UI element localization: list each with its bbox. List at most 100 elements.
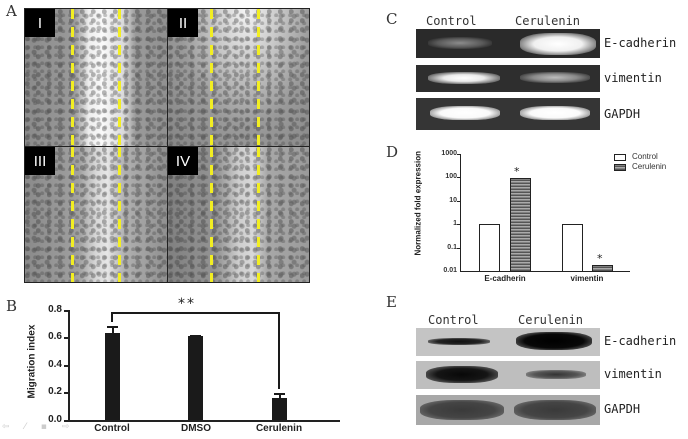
- panel-b-letter: B: [6, 297, 18, 315]
- legend-swatch-cerulenin: [614, 164, 626, 171]
- blot-e-label-gapdh: GAPDH: [604, 402, 641, 416]
- wound-healing-image-grid: I II III IV: [24, 8, 310, 283]
- legend-swatch-control: [614, 154, 626, 161]
- tile-i: I: [25, 9, 167, 146]
- band: [426, 366, 498, 383]
- x-axis: [460, 271, 630, 273]
- y-tick: [64, 420, 68, 422]
- band: [516, 332, 592, 350]
- wound-edge-line: [71, 9, 74, 146]
- tile-iii: III: [25, 147, 167, 282]
- error-bar: [112, 327, 114, 333]
- band: [514, 400, 596, 420]
- bar-ecadherin-control: [479, 224, 500, 272]
- tile-ii: II: [168, 9, 309, 146]
- significance-star: *: [514, 165, 520, 178]
- bracket-leg: [278, 312, 280, 389]
- error-bar: [279, 394, 281, 398]
- y-tick-label: 0.2: [48, 386, 62, 397]
- band: [428, 72, 500, 84]
- blot-e-label-ecadherin: E-cadherin: [604, 334, 677, 348]
- y-tick-label: 100: [445, 173, 457, 180]
- significance-bracket: [111, 312, 280, 314]
- y-tick: [457, 177, 460, 178]
- band: [520, 33, 596, 55]
- y-tick: [457, 201, 460, 202]
- legend-label-control: Control: [632, 152, 658, 161]
- wound-edge-line: [210, 9, 213, 146]
- gel-c-row-gapdh: [416, 98, 600, 130]
- significance-marker: **: [178, 296, 196, 312]
- blot-e-col-cerulenin: Cerulenin: [518, 313, 584, 327]
- panel-c-letter: C: [386, 10, 398, 28]
- wound-edge-line: [71, 147, 74, 282]
- error-cap: [107, 326, 118, 328]
- legend-label-cerulenin: Cerulenin: [632, 162, 667, 171]
- tile-iv: IV: [168, 147, 309, 282]
- bar-vimentin-control: [562, 224, 583, 272]
- gel-c-col-cerulenin: Cerulenin: [515, 14, 581, 28]
- y-tick-label: 1: [453, 220, 457, 227]
- tile-label: III: [25, 147, 55, 175]
- blot-e-row-gapdh: [416, 395, 600, 425]
- blot-e-row-vimentin: [416, 361, 600, 389]
- gel-c-label-ecadherin: E-cadherin: [604, 36, 677, 50]
- y-tick-label: 0.0: [48, 414, 62, 425]
- grid-divider: [25, 146, 309, 147]
- gel-c-row-ecadherin: [416, 29, 600, 58]
- gel-c-row-vimentin: [416, 65, 600, 92]
- bar-dmso: [188, 336, 203, 420]
- y-tick-label: 0.6: [48, 331, 62, 342]
- band: [420, 400, 504, 420]
- x-label-cerulenin: Cerulenin: [255, 423, 303, 434]
- y-tick-label: 0.01: [443, 267, 457, 274]
- y-tick: [64, 310, 68, 312]
- gel-c-col-control: Control: [426, 14, 477, 28]
- x-axis: [68, 420, 340, 422]
- gel-c-label-vimentin: vimentin: [604, 71, 662, 85]
- bar-vimentin-cerulenin: [592, 265, 613, 272]
- y-tick: [457, 248, 460, 249]
- bracket-leg: [111, 312, 113, 322]
- band: [520, 106, 590, 120]
- error-cap: [190, 335, 201, 337]
- x-label-dmso: DMSO: [181, 423, 211, 434]
- error-cap: [274, 393, 285, 395]
- band: [428, 37, 492, 49]
- panel-d-letter: D: [386, 143, 399, 161]
- y-tick: [64, 337, 68, 339]
- bar-ecadherin-cerulenin: [510, 178, 531, 272]
- wound-edge-line: [118, 9, 121, 146]
- band: [526, 370, 586, 379]
- y-tick: [457, 154, 460, 155]
- y-axis: [68, 310, 70, 421]
- wound-edge-line: [118, 147, 121, 282]
- y-tick: [457, 224, 460, 225]
- y-tick-label: 10: [449, 197, 457, 204]
- panel-e-letter: E: [386, 293, 397, 311]
- x-label-control: Control: [94, 423, 130, 434]
- band: [430, 106, 500, 120]
- y-tick-label: 0.4: [48, 359, 62, 370]
- band: [520, 72, 590, 83]
- significance-star: *: [597, 252, 603, 265]
- y-tick-label: 0.8: [48, 304, 62, 315]
- wound-edge-line: [257, 9, 260, 146]
- bar-cerulenin: [272, 398, 287, 420]
- tile-label: I: [25, 9, 55, 37]
- blot-e-label-vimentin: vimentin: [604, 367, 662, 381]
- y-tick-label: 1000: [441, 150, 457, 157]
- tile-label: IV: [168, 147, 198, 175]
- y-tick: [64, 365, 68, 367]
- blot-e-col-control: Control: [428, 313, 479, 327]
- x-label-vimentin: vimentin: [570, 274, 604, 283]
- wound-edge-line: [210, 147, 213, 282]
- gel-c-label-gapdh: GAPDH: [604, 107, 641, 121]
- y-axis: [460, 154, 462, 272]
- band: [428, 338, 490, 345]
- x-label-ecadherin: E-cadherin: [484, 274, 526, 283]
- wound-edge-line: [257, 147, 260, 282]
- y-axis-label: Normalized fold expression: [413, 151, 423, 256]
- grid-divider: [167, 9, 168, 282]
- tile-label: II: [168, 9, 198, 37]
